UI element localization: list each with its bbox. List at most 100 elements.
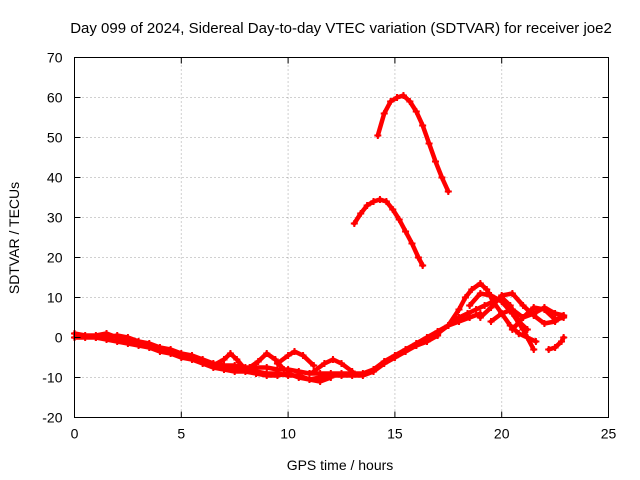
data-point (92, 334, 100, 341)
data-point (476, 280, 484, 287)
data-point (374, 132, 382, 139)
data-point (350, 220, 358, 227)
data-point (359, 372, 367, 379)
series-main-3 (92, 334, 335, 385)
x-tick-label: 20 (494, 426, 510, 442)
y-tick-label: -10 (42, 370, 62, 386)
data-point (466, 314, 474, 321)
data-point (370, 368, 378, 375)
data-point (387, 98, 395, 105)
data-point (530, 304, 538, 311)
data-point (156, 348, 164, 355)
data-point (113, 338, 121, 345)
x-tick-label: 25 (601, 426, 617, 442)
data-point (506, 322, 514, 329)
series-bump-12 (310, 356, 356, 375)
data-point (271, 356, 279, 363)
data-point (338, 372, 345, 379)
data-point (399, 92, 407, 99)
data-point (476, 314, 484, 321)
x-tick-label: 10 (280, 426, 296, 442)
series-late-f (508, 304, 568, 333)
data-point (414, 254, 422, 261)
data-point (551, 310, 559, 317)
data-point (252, 370, 260, 377)
data-point (508, 326, 516, 333)
data-point (380, 110, 388, 117)
data-point (530, 312, 538, 319)
data-point (254, 358, 262, 365)
data-point (530, 346, 538, 353)
data-point (167, 350, 175, 357)
data-point (444, 188, 452, 195)
data-point (412, 342, 420, 349)
data-point (299, 352, 307, 359)
data-point (515, 330, 523, 337)
data-point (472, 306, 480, 313)
y-tick-label: 10 (47, 290, 63, 306)
data-point (382, 198, 390, 205)
data-point (209, 362, 217, 369)
data-point (519, 302, 527, 309)
series-bump-7 (209, 350, 249, 373)
data-point (455, 306, 463, 313)
data-point (316, 378, 324, 385)
data-point (393, 94, 401, 101)
data-point (329, 356, 337, 363)
data-point (188, 356, 196, 363)
data-point (487, 304, 495, 311)
data-point (284, 352, 292, 359)
data-point (558, 338, 566, 345)
data-point (466, 302, 474, 309)
data-point (81, 332, 89, 339)
series-layer (71, 92, 568, 385)
data-point (464, 310, 472, 317)
data-point (508, 306, 516, 313)
data-point (540, 306, 548, 313)
y-tick-label: 70 (47, 50, 63, 66)
data-point (483, 286, 491, 293)
data-point (320, 360, 328, 367)
data-point (380, 360, 388, 367)
data-point (519, 326, 527, 333)
data-point (357, 210, 365, 217)
series-line (375, 93, 451, 194)
data-point (246, 364, 254, 371)
data-point (532, 338, 540, 345)
data-point (135, 342, 143, 349)
data-point (295, 374, 303, 381)
series-line (352, 197, 425, 268)
data-point (498, 292, 506, 299)
y-tick-label: 60 (47, 90, 63, 106)
data-point (103, 336, 111, 343)
data-point (103, 330, 111, 337)
data-point (226, 350, 234, 357)
data-point (327, 374, 335, 381)
data-point (498, 310, 506, 317)
grid-layer (74, 57, 609, 418)
data-point (241, 366, 249, 373)
series-late-c (466, 290, 538, 353)
data-point (263, 350, 271, 357)
data-point (177, 354, 185, 361)
x-tick-label: 15 (387, 426, 403, 442)
data-point (419, 122, 427, 129)
data-point (273, 372, 281, 379)
y-tick-label: 30 (47, 210, 63, 226)
x-tick-label: 0 (71, 426, 79, 442)
data-point (370, 198, 378, 205)
tick-layer: 0 5 10 15 20 25 -20 -10 0 10 20 30 40 50 60 70 (42, 50, 616, 442)
series-late-g (545, 334, 568, 353)
data-point (291, 348, 299, 355)
data-point (434, 330, 442, 337)
data-point (363, 202, 371, 209)
data-point (305, 376, 313, 383)
series-bump-10 (273, 348, 318, 369)
data-point (431, 158, 439, 165)
data-point (233, 356, 241, 363)
data-point (199, 360, 207, 367)
data-point (560, 334, 568, 341)
series-peak-16 (374, 92, 452, 195)
data-point (389, 206, 397, 213)
